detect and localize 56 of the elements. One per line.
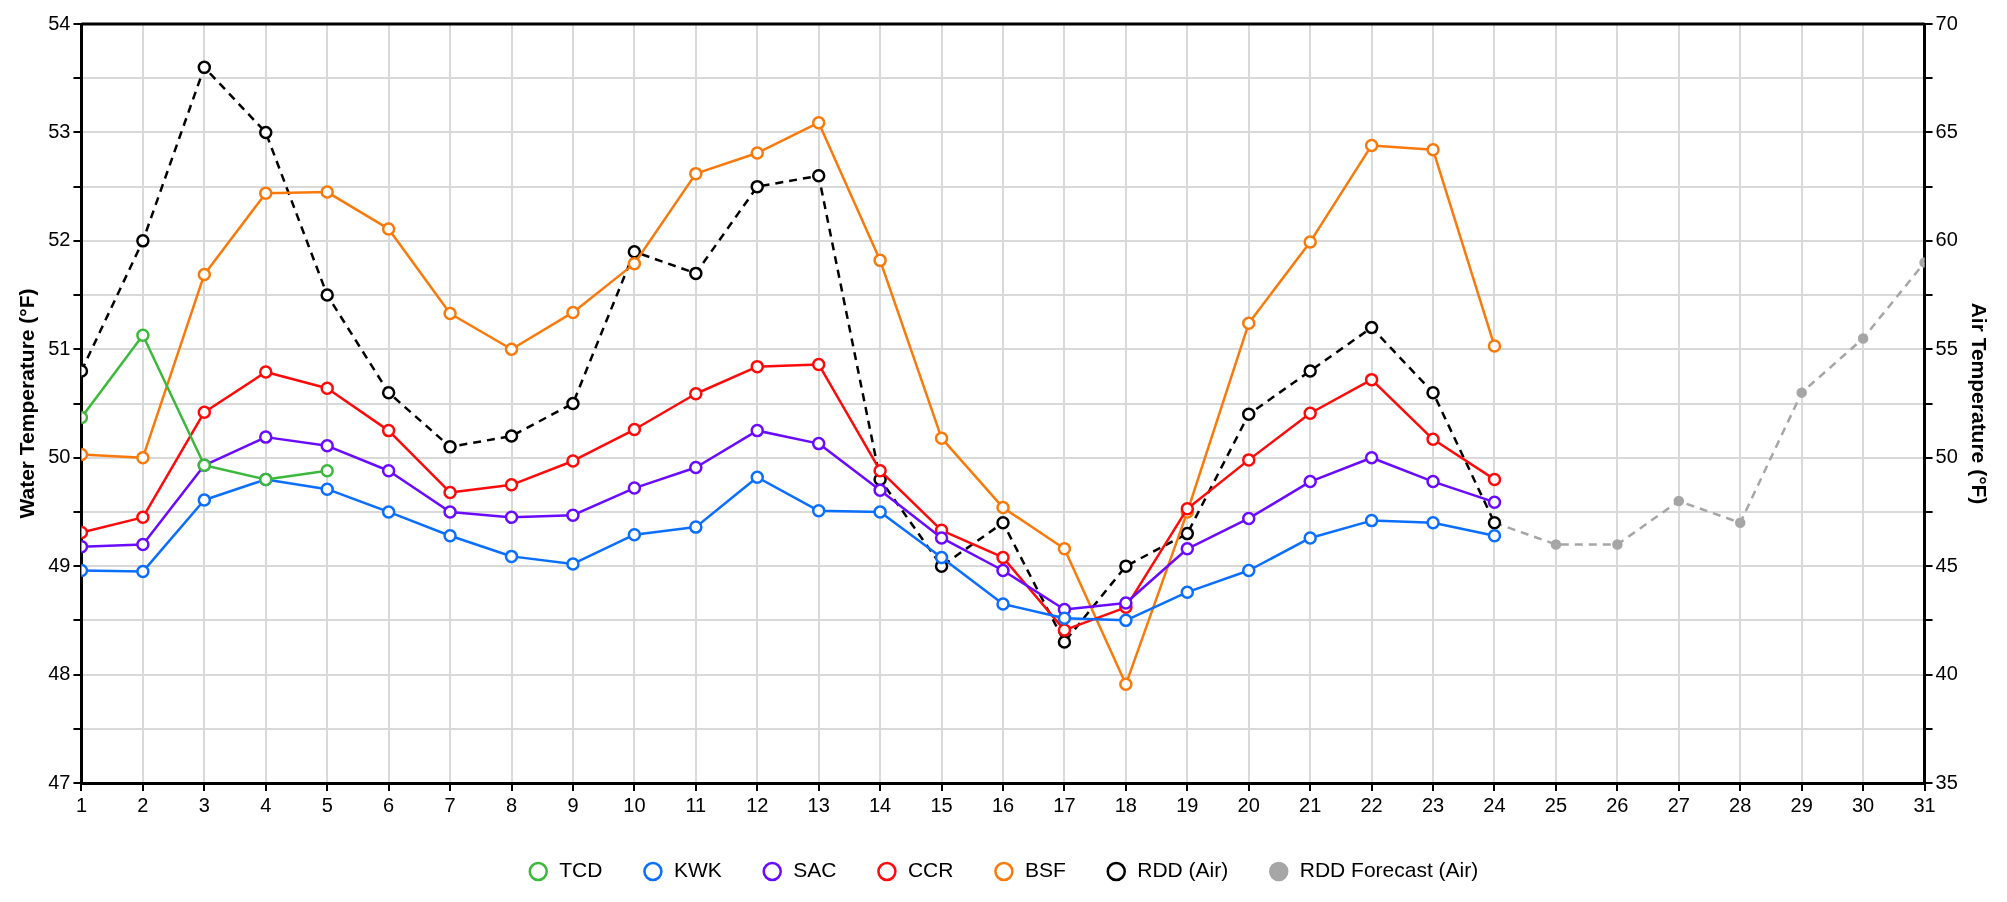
y-tick-label: 49 <box>48 553 71 576</box>
x-tick-label: 29 <box>1790 793 1813 816</box>
y2-axis-title: Air Temperature (°F) <box>1967 302 1991 505</box>
x-tick-label: 28 <box>1729 793 1752 816</box>
x-tick-label: 23 <box>1421 793 1445 816</box>
x-tick-label: 31 <box>1913 793 1936 816</box>
x-tick-label: 24 <box>1483 793 1506 816</box>
x-tick-label: 12 <box>746 793 769 816</box>
y-tick-label: 50 <box>48 445 71 468</box>
y2-tick-label: 65 <box>1935 119 1958 142</box>
x-tick-label: 3 <box>198 793 210 816</box>
y-tick-label: 51 <box>48 336 71 359</box>
y2-tick-label: 35 <box>1935 770 1958 793</box>
x-tick-label: 10 <box>623 793 646 816</box>
y2-tick-label: 70 <box>1935 11 1958 34</box>
x-tick-label: 9 <box>567 793 579 816</box>
x-tick-label: 5 <box>321 793 333 816</box>
x-tick-label: 7 <box>444 793 456 816</box>
y2-tick-label: 50 <box>1935 445 1958 468</box>
legend-label: RDD Forecast (Air) <box>1299 858 1479 882</box>
y-tick-label: 52 <box>48 228 71 251</box>
x-tick-label: 18 <box>1114 793 1137 816</box>
x-tick-label: 20 <box>1237 793 1260 816</box>
legend-label: TCD <box>559 858 603 882</box>
x-tick-label: 21 <box>1299 793 1322 816</box>
legend-label: BSF <box>1024 858 1066 882</box>
x-tick-label: 16 <box>991 793 1015 816</box>
y2-tick-label: 60 <box>1935 228 1958 251</box>
legend-label: RDD (Air) <box>1137 858 1229 882</box>
y-tick-label: 53 <box>48 119 71 142</box>
y-tick-label: 47 <box>48 770 71 793</box>
x-tick-label: 26 <box>1606 793 1629 816</box>
x-tick-label: 13 <box>807 793 830 816</box>
y-axis-title: Water Temperature (°F) <box>15 288 39 519</box>
y2-tick-label: 40 <box>1935 662 1958 685</box>
x-tick-label: 22 <box>1360 793 1383 816</box>
x-tick-label: 1 <box>75 793 88 816</box>
x-tick-label: 14 <box>869 793 892 816</box>
x-tick-label: 19 <box>1176 793 1199 816</box>
x-tick-label: 15 <box>930 793 953 816</box>
y2-tick-label: 55 <box>1935 336 1958 359</box>
x-tick-label: 8 <box>505 793 518 816</box>
y-tick-label: 54 <box>48 11 71 34</box>
legend-label: CCR <box>907 858 954 882</box>
x-tick-label: 2 <box>137 793 149 816</box>
x-tick-label: 30 <box>1851 793 1875 816</box>
x-tick-label: 11 <box>685 793 707 816</box>
x-tick-label: 6 <box>383 793 395 816</box>
x-tick-label: 4 <box>260 793 272 816</box>
x-tick-label: 25 <box>1544 793 1568 816</box>
y2-tick-label: 45 <box>1935 553 1958 576</box>
legend-label: SAC <box>793 858 837 882</box>
x-tick-label: 27 <box>1667 793 1690 816</box>
y-tick-label: 48 <box>48 662 71 685</box>
legend-label: KWK <box>673 858 722 882</box>
x-tick-label: 17 <box>1053 793 1076 816</box>
